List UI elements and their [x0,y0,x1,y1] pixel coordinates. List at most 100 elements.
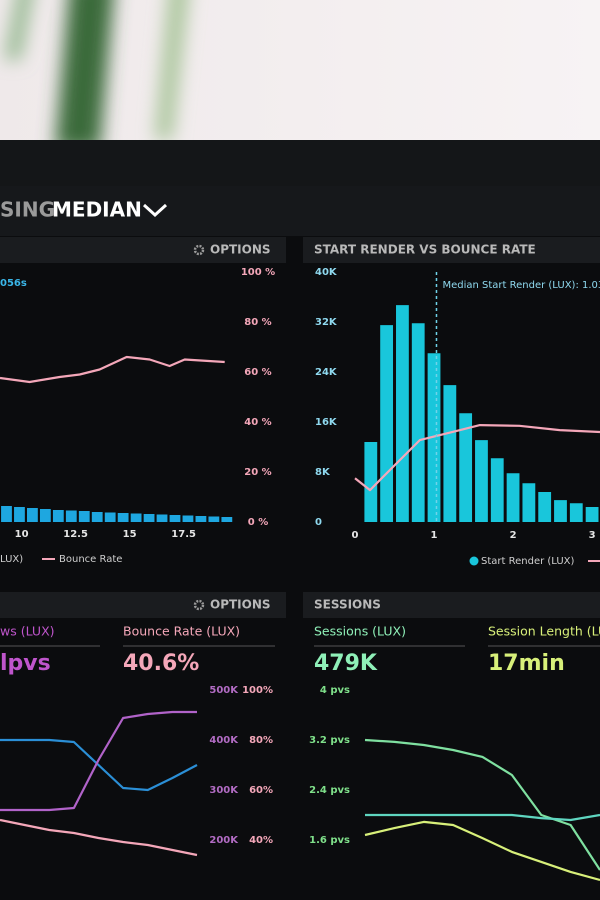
histogram-bar [380,325,394,522]
line [0,355,225,384]
histogram-bar [396,305,409,522]
line [364,820,600,882]
legend-label: Bounce Rate [59,554,122,565]
y-tick-label: 40 % [244,417,271,428]
y-tick-label: 60% [249,785,273,796]
histogram-bar [538,492,552,522]
panel-title: SESSIONS [314,598,381,612]
bar [156,514,168,522]
bar [208,516,220,522]
gear-icon[interactable] [193,244,205,256]
bar [14,507,25,522]
kpi-value: 479K [314,651,378,676]
x-tick-label: 12.5 [63,529,88,540]
kpi-value: lpvs [0,651,51,676]
x-tick-label: 15 [123,529,137,540]
bar [182,515,194,522]
bar [169,515,181,522]
x-tick-label: 10 [15,529,29,540]
y-tick-label: 32K [315,317,338,328]
bar [78,511,90,522]
y-tick-label: 80% [249,735,273,746]
y-tick-label: 60 % [244,367,271,378]
y-tick-label: 400K [209,735,239,746]
y-tick-label: 40% [249,835,273,846]
panel-header [0,592,286,618]
bar [39,509,51,522]
bar [117,513,129,522]
panel-header [303,237,600,263]
histogram-bar [475,440,488,522]
background-plant [5,0,188,150]
bar [65,510,77,522]
y-tick-label: 24K [315,367,338,378]
gear-icon[interactable] [193,599,205,611]
header-bar [0,186,600,236]
y-tick-label: 0 % [248,517,268,528]
kpi-label: Sessions (LUX) [314,624,406,639]
panel-title[interactable]: OPTIONS [210,243,271,257]
panel-header [303,592,600,618]
y-tick-label: 40K [315,267,338,278]
line [365,813,600,822]
x-tick-label: 0 [352,530,359,541]
kpi-value: 17min [488,651,565,676]
y-tick-label: 500K [209,685,239,696]
bar [143,514,155,522]
y-tick-label: 16K [315,417,338,428]
bar [27,508,38,522]
y-tick-label: 100 % [241,267,275,278]
bar [52,510,64,522]
panel-title[interactable]: OPTIONS [210,598,271,612]
bar [195,516,207,522]
y-tick-label: 200K [209,835,239,846]
line [364,738,600,871]
kpi-label: ws (LUX) [0,624,55,639]
histogram-bar [443,385,457,522]
histogram-bar [459,413,473,522]
bar [221,517,233,522]
y-tick-label: 80 % [244,317,271,328]
median-label: Median Start Render (LUX): 1.031 [442,280,600,291]
kpi-label: Session Length (LU [488,624,600,639]
x-tick-label: 17.5 [171,529,196,540]
legend-label: Start Render (LUX) [481,556,575,567]
dropdown-chevron[interactable] [142,203,168,218]
kpi-label: Bounce Rate (LUX) [123,624,240,639]
line [0,818,198,857]
y-tick-label: 0 [315,517,322,528]
y-tick-label: 20 % [244,467,271,478]
bar [130,513,142,522]
y-tick-label: 300K [209,785,239,796]
bar [104,512,116,522]
histogram-bar [506,473,520,522]
x-tick-label: 3 [589,530,596,541]
histogram-bar [585,507,599,522]
histogram-bar [490,458,504,522]
histogram-bar [411,323,425,522]
annotation: 056s [0,278,27,289]
y-tick-label: 1.6 pvs [309,835,350,846]
screen-top-bar [0,140,600,186]
y-tick-label: 4 pvs [320,685,350,696]
y-tick-label: 8K [315,467,331,478]
histogram-bar [364,442,378,522]
y-tick-label: 2.4 pvs [309,785,350,796]
histogram-bar [569,503,583,522]
bar [1,506,12,522]
y-tick-label: 100% [242,685,273,696]
y-tick-label: 3.2 pvs [309,735,350,746]
panel-header [0,237,286,263]
line [0,738,198,792]
line [0,710,197,812]
histogram-bar [554,500,567,522]
line [354,424,600,492]
panel-title: START RENDER VS BOUNCE RATE [314,243,536,257]
legend-label: LUX) [0,554,23,565]
x-tick-label: 2 [510,530,517,541]
header-title: MEDIAN [52,198,142,222]
bar [91,512,103,522]
kpi-value: 40.6% [123,651,199,676]
x-tick-label: 1 [431,530,438,541]
